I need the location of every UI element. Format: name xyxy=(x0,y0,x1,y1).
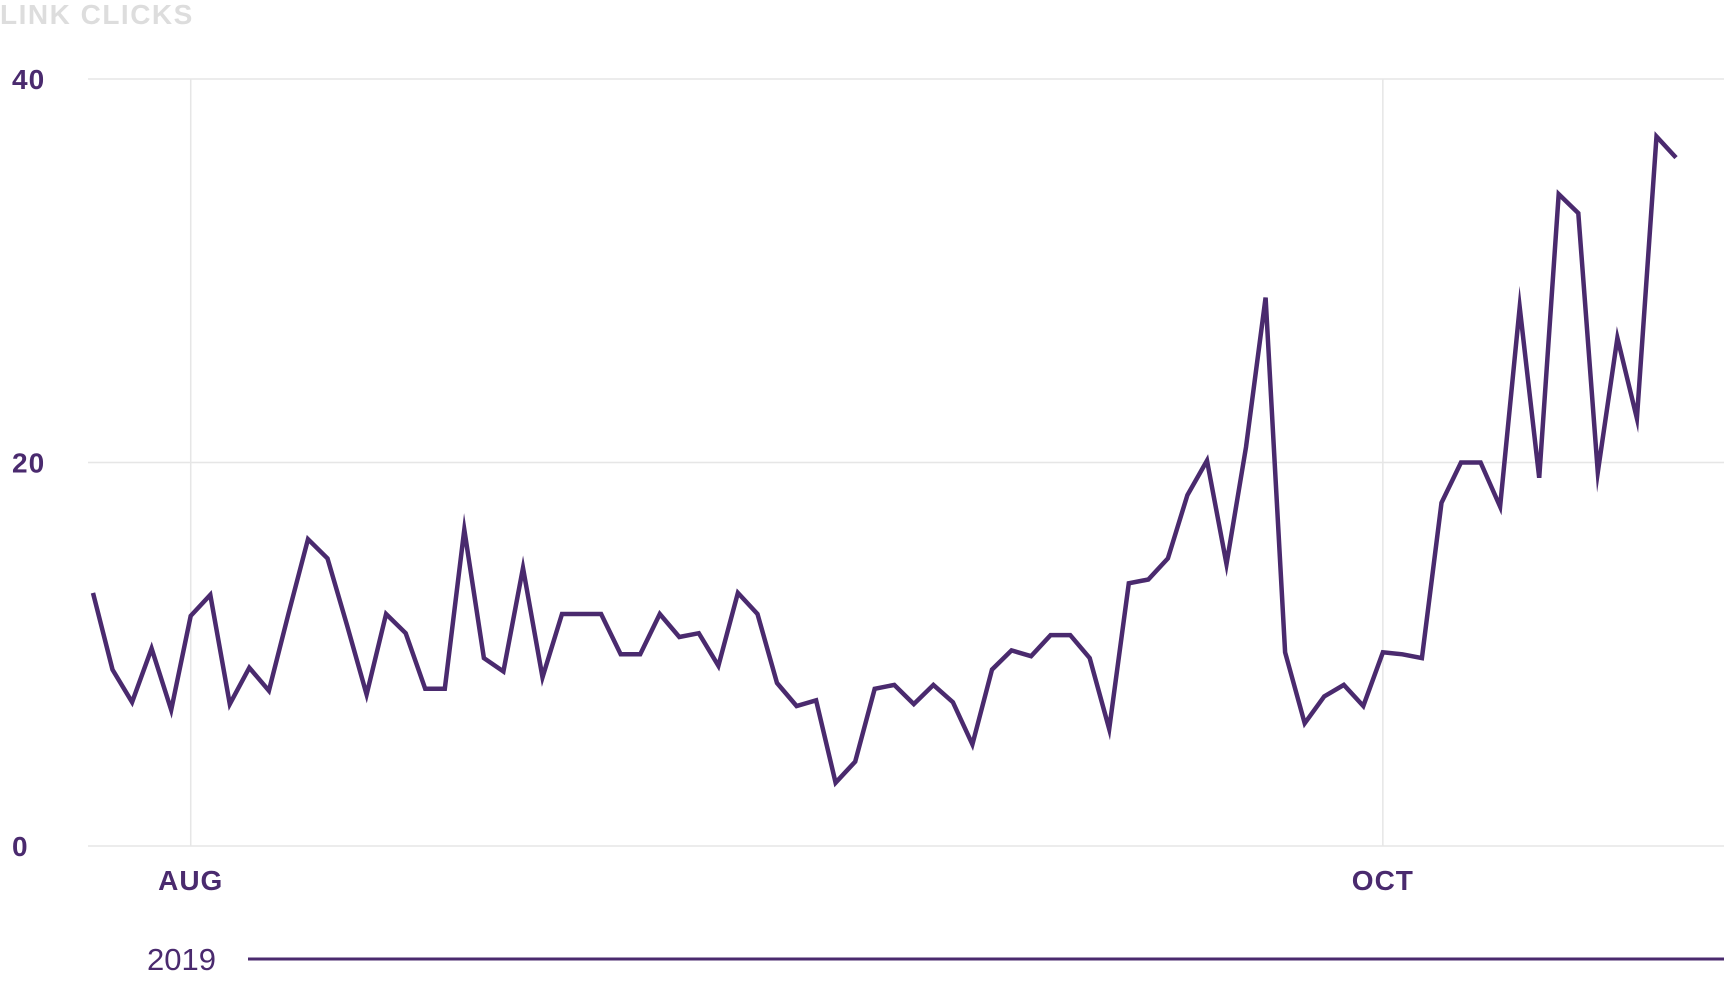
y-tick-label-20: 20 xyxy=(12,448,45,479)
x-tick-label-oct: OCT xyxy=(1352,865,1414,896)
y-axis: 0 20 40 xyxy=(12,64,45,862)
y-tick-label-0: 0 xyxy=(12,831,29,862)
year-label: 2019 xyxy=(147,942,216,977)
series-layer xyxy=(90,131,1678,788)
y-tick-label-40: 40 xyxy=(12,64,45,95)
grid-layer xyxy=(88,78,1724,847)
chart-title: LINK CLICKS xyxy=(0,0,194,30)
x-axis: AUG OCT xyxy=(158,865,1414,896)
x-tick-label-aug: AUG xyxy=(158,865,223,896)
series-line-0 xyxy=(90,131,1678,788)
year-axis: 2019 xyxy=(147,942,1724,977)
